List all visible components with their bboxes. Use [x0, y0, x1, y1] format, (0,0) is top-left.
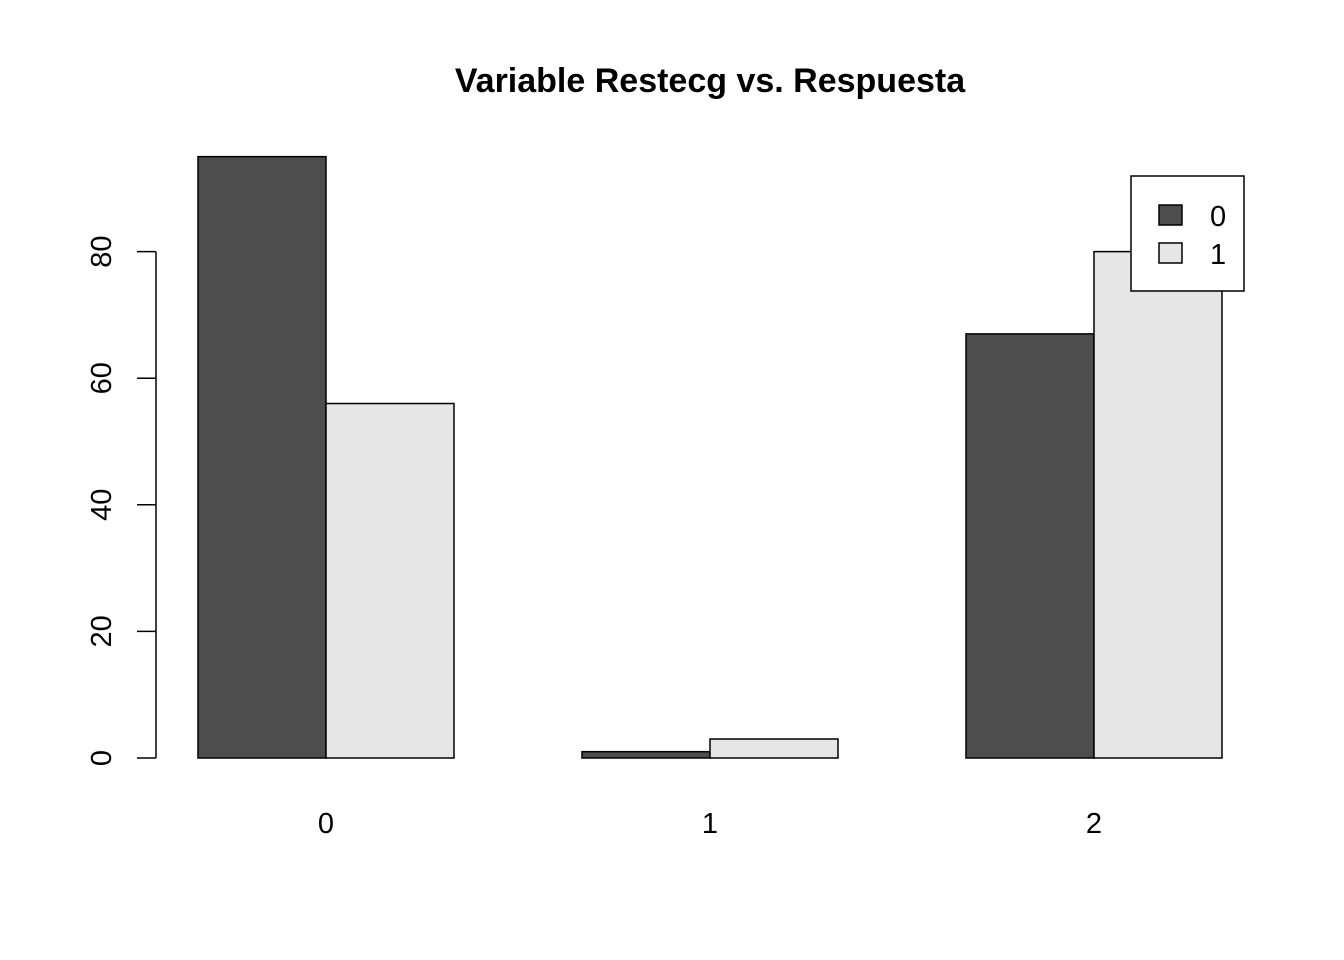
bar — [581, 750, 711, 759]
y-tick-label: 20 — [86, 615, 118, 647]
y-tick-label: 80 — [86, 235, 118, 267]
chart-title: Variable Restecg vs. Respuesta — [455, 62, 966, 100]
x-tick-label: 1 — [702, 808, 718, 840]
bar — [325, 402, 455, 759]
y-tick-label: 60 — [86, 362, 118, 394]
legend-box — [1130, 175, 1245, 292]
legend-swatch — [1158, 204, 1183, 226]
bars-group — [197, 155, 1223, 759]
x-tick-label: 2 — [1086, 808, 1102, 840]
bar — [1093, 250, 1223, 759]
legend-swatch — [1158, 242, 1183, 264]
legend-label: 0 — [1210, 201, 1226, 233]
x-tick-label: 0 — [318, 808, 334, 840]
y-tick-label: 0 — [86, 750, 118, 766]
legend-label: 1 — [1210, 239, 1226, 271]
legend: 01 — [1130, 175, 1245, 292]
y-axis: 0 20 40 60 80 — [86, 235, 157, 766]
bar — [709, 738, 839, 759]
y-tick-label: 40 — [86, 489, 118, 521]
bar — [197, 155, 327, 759]
x-axis-labels: 0 1 2 — [318, 808, 1102, 840]
bar — [965, 333, 1095, 759]
